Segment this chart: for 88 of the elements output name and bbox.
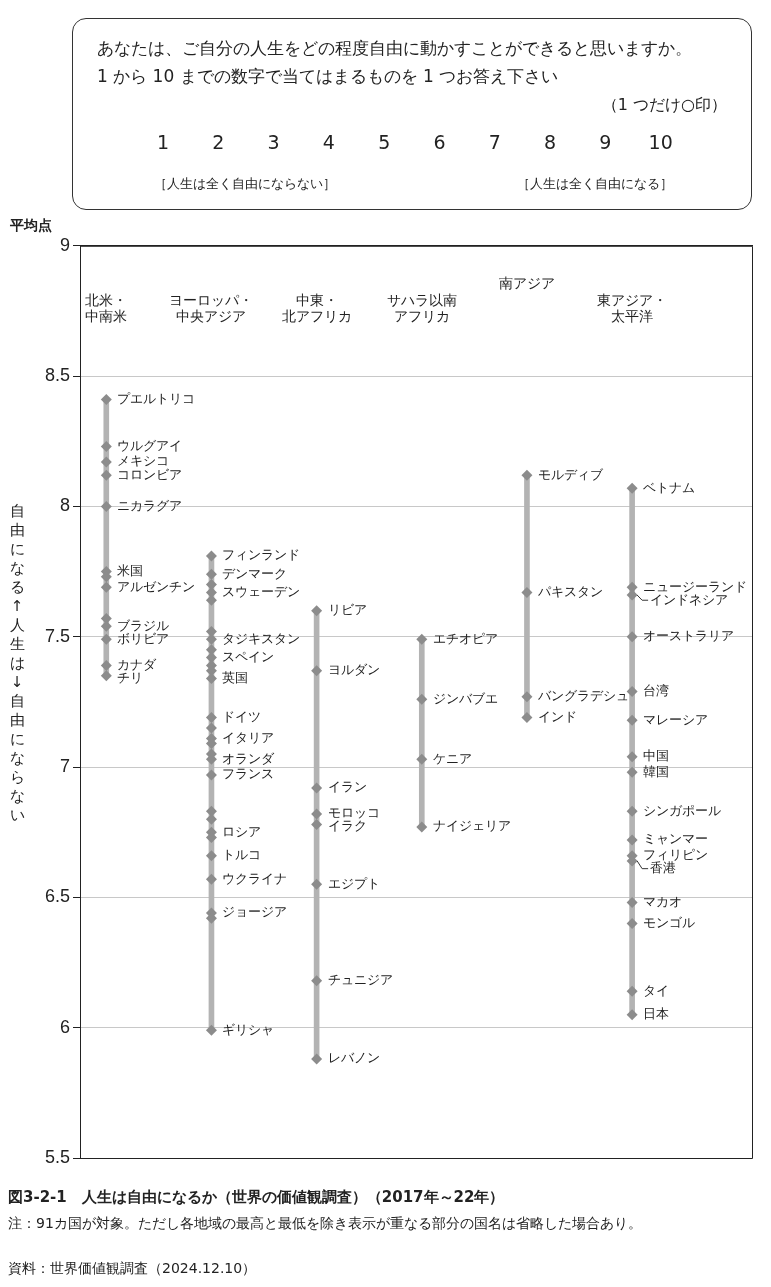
x-tick-label: ヨーロッパ・中央アジア — [169, 291, 254, 325]
annotation: スペイン — [222, 648, 275, 664]
annotation: ドイツ — [222, 708, 262, 724]
annotation: アルゼンチン — [117, 578, 196, 594]
y-tick-label: 6.5 — [44, 886, 70, 907]
text: 6 — [433, 131, 446, 153]
annotation: 日本 — [643, 1006, 670, 1022]
annotation: デンマーク — [222, 565, 288, 581]
annotation: トルコ — [222, 847, 262, 863]
text: ［人生は全く自由になる］ — [517, 175, 673, 193]
annotation: プエルトリコ — [117, 390, 196, 406]
y-tick-label: 8.5 — [44, 365, 70, 386]
annotation: フィンランド — [222, 547, 301, 563]
annotation: オーストラリア — [643, 628, 735, 644]
annotation: 英国 — [222, 669, 249, 685]
annotation: リビア — [327, 602, 367, 618]
annotation: ベトナム — [643, 479, 696, 495]
y-tick-label: 7.5 — [44, 625, 70, 646]
annotation: ニュージーランド — [643, 578, 748, 594]
text: 図3-2-1 人生は自由になるか（世界の価値観調査）（2017年～22年） — [8, 1188, 505, 1207]
annotation: ケニア — [432, 750, 472, 766]
annotation: ギリシャ — [222, 1021, 275, 1037]
annotation: 中国 — [643, 748, 670, 764]
text: 5 — [378, 131, 391, 153]
text: 7 — [488, 131, 501, 153]
annotation: ブラジル — [117, 617, 170, 633]
annotation: 韓国 — [643, 763, 670, 779]
x-tick-label: 北米・中南米 — [85, 291, 128, 325]
annotation: ロシア — [222, 823, 262, 839]
annotation: ミャンマー — [643, 831, 709, 847]
annotation: ニカラグア — [117, 497, 183, 513]
text: 4 — [322, 131, 335, 153]
annotation: ウクライナ — [222, 870, 288, 886]
text: 10 — [648, 131, 673, 153]
annotation: モロッコ — [327, 805, 380, 821]
annotation: ウルグアイ — [117, 437, 183, 453]
x-tick-label: サハラ以南アフリカ — [386, 291, 457, 325]
text: 資料：世界価値観調査（2024.12.10） — [8, 1260, 257, 1278]
annotation: タジキスタン — [222, 630, 301, 646]
y-tick-label: 9 — [59, 234, 70, 255]
annotation: バングラデシュ — [536, 688, 629, 704]
y-axis-title: 平均点 — [10, 217, 52, 235]
annotation: ジンバブエ — [432, 690, 498, 706]
text: あなたは、ご自分の人生をどの程度自由に動かすことができると思いますか。 — [97, 37, 692, 60]
annotation: イラン — [327, 779, 367, 795]
annotation: インド — [537, 708, 577, 724]
text: 注：91カ国が対象。ただし各地域の最高と最低を除き表示が重なる部分の国名は省略した場合あり。 — [8, 1214, 643, 1233]
annotation: マレーシア — [643, 711, 709, 727]
annotation: レバノン — [327, 1050, 380, 1066]
y-tick-label: 8 — [59, 495, 70, 516]
annotation: チュニジア — [327, 972, 393, 988]
annotation: スウェーデン — [222, 583, 301, 599]
y-tick-label: 6 — [59, 1016, 70, 1037]
text: 1 — [156, 131, 170, 153]
annotation: エジプト — [327, 875, 380, 891]
annotation: シンガポール — [643, 802, 722, 818]
text: 8 — [544, 131, 557, 153]
text: （1 つだけ○印） — [601, 95, 727, 116]
annotation: モルディブ — [537, 466, 604, 482]
annotation: コロンビア — [117, 466, 183, 482]
text: ［人生は全く自由にならない］ — [154, 175, 336, 193]
annotation: カナダ — [117, 656, 158, 672]
annotation: イラク — [327, 818, 367, 834]
annotation: パキスタン — [536, 583, 603, 599]
y-tick-label: 7 — [59, 756, 70, 777]
x-tick-label: 中東・北アフリカ — [281, 291, 352, 325]
x-tick-label: 南アジア — [498, 274, 555, 291]
annotation: フランス — [222, 766, 275, 782]
annotation: ヨルダン — [327, 662, 380, 677]
annotation: 台湾 — [643, 682, 670, 698]
annotation: マカオ — [643, 893, 683, 909]
text: 9 — [599, 131, 612, 153]
annotation: 香港 — [650, 860, 677, 876]
annotation: ジョージア — [222, 904, 288, 920]
annotation: モンゴル — [643, 914, 696, 930]
text: 1 から 10 までの数字で当てはまるものを 1 つお答え下さい — [97, 65, 559, 88]
text: 自由になる ↑ 人生は ↓ 自由にならない — [9, 502, 25, 824]
annotation: タイ — [643, 982, 670, 998]
annotation: エチオピア — [432, 630, 498, 646]
y-tick-label: 5.5 — [44, 1146, 70, 1167]
text: 2 — [212, 131, 225, 153]
x-tick-label: 東アジア・太平洋 — [597, 291, 668, 325]
annotation: 米国 — [117, 562, 144, 578]
annotation: メキシコ — [117, 453, 170, 469]
annotation: ナイジェリア — [432, 818, 511, 834]
annotation: イタリア — [222, 729, 275, 745]
annotation: オランダ — [222, 750, 276, 766]
text: 3 — [267, 131, 280, 153]
